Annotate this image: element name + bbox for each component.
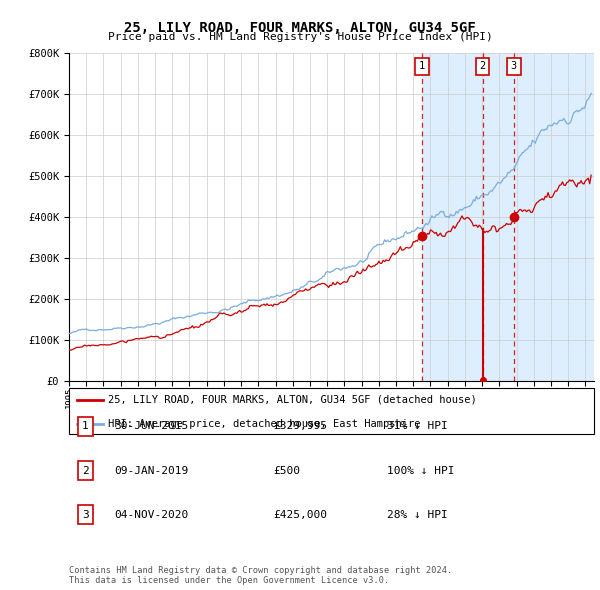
Text: This data is licensed under the Open Government Licence v3.0.: This data is licensed under the Open Gov…	[69, 576, 389, 585]
Text: 25, LILY ROAD, FOUR MARKS, ALTON, GU34 5GF (detached house): 25, LILY ROAD, FOUR MARKS, ALTON, GU34 5…	[109, 395, 477, 405]
Text: 3: 3	[511, 61, 517, 71]
Text: Contains HM Land Registry data © Crown copyright and database right 2024.: Contains HM Land Registry data © Crown c…	[69, 566, 452, 575]
Text: 31% ↓ HPI: 31% ↓ HPI	[387, 421, 448, 431]
Text: 2: 2	[82, 466, 89, 476]
Text: 3: 3	[82, 510, 89, 520]
Text: 1: 1	[82, 421, 89, 431]
Text: HPI: Average price, detached house, East Hampshire: HPI: Average price, detached house, East…	[109, 418, 421, 428]
Text: 04-NOV-2020: 04-NOV-2020	[114, 510, 188, 520]
Bar	[422, 53, 600, 381]
Text: 100% ↓ HPI: 100% ↓ HPI	[387, 466, 455, 476]
Text: 09-JAN-2019: 09-JAN-2019	[114, 466, 188, 476]
Text: Price paid vs. HM Land Registry's House Price Index (HPI): Price paid vs. HM Land Registry's House …	[107, 32, 493, 42]
Text: 1: 1	[419, 61, 425, 71]
Text: £500: £500	[273, 466, 300, 476]
Text: £425,000: £425,000	[273, 510, 327, 520]
Text: 30-JUN-2015: 30-JUN-2015	[114, 421, 188, 431]
Text: £329,995: £329,995	[273, 421, 327, 431]
Text: 28% ↓ HPI: 28% ↓ HPI	[387, 510, 448, 520]
Text: 2: 2	[479, 61, 486, 71]
Text: 25, LILY ROAD, FOUR MARKS, ALTON, GU34 5GF: 25, LILY ROAD, FOUR MARKS, ALTON, GU34 5…	[124, 21, 476, 35]
